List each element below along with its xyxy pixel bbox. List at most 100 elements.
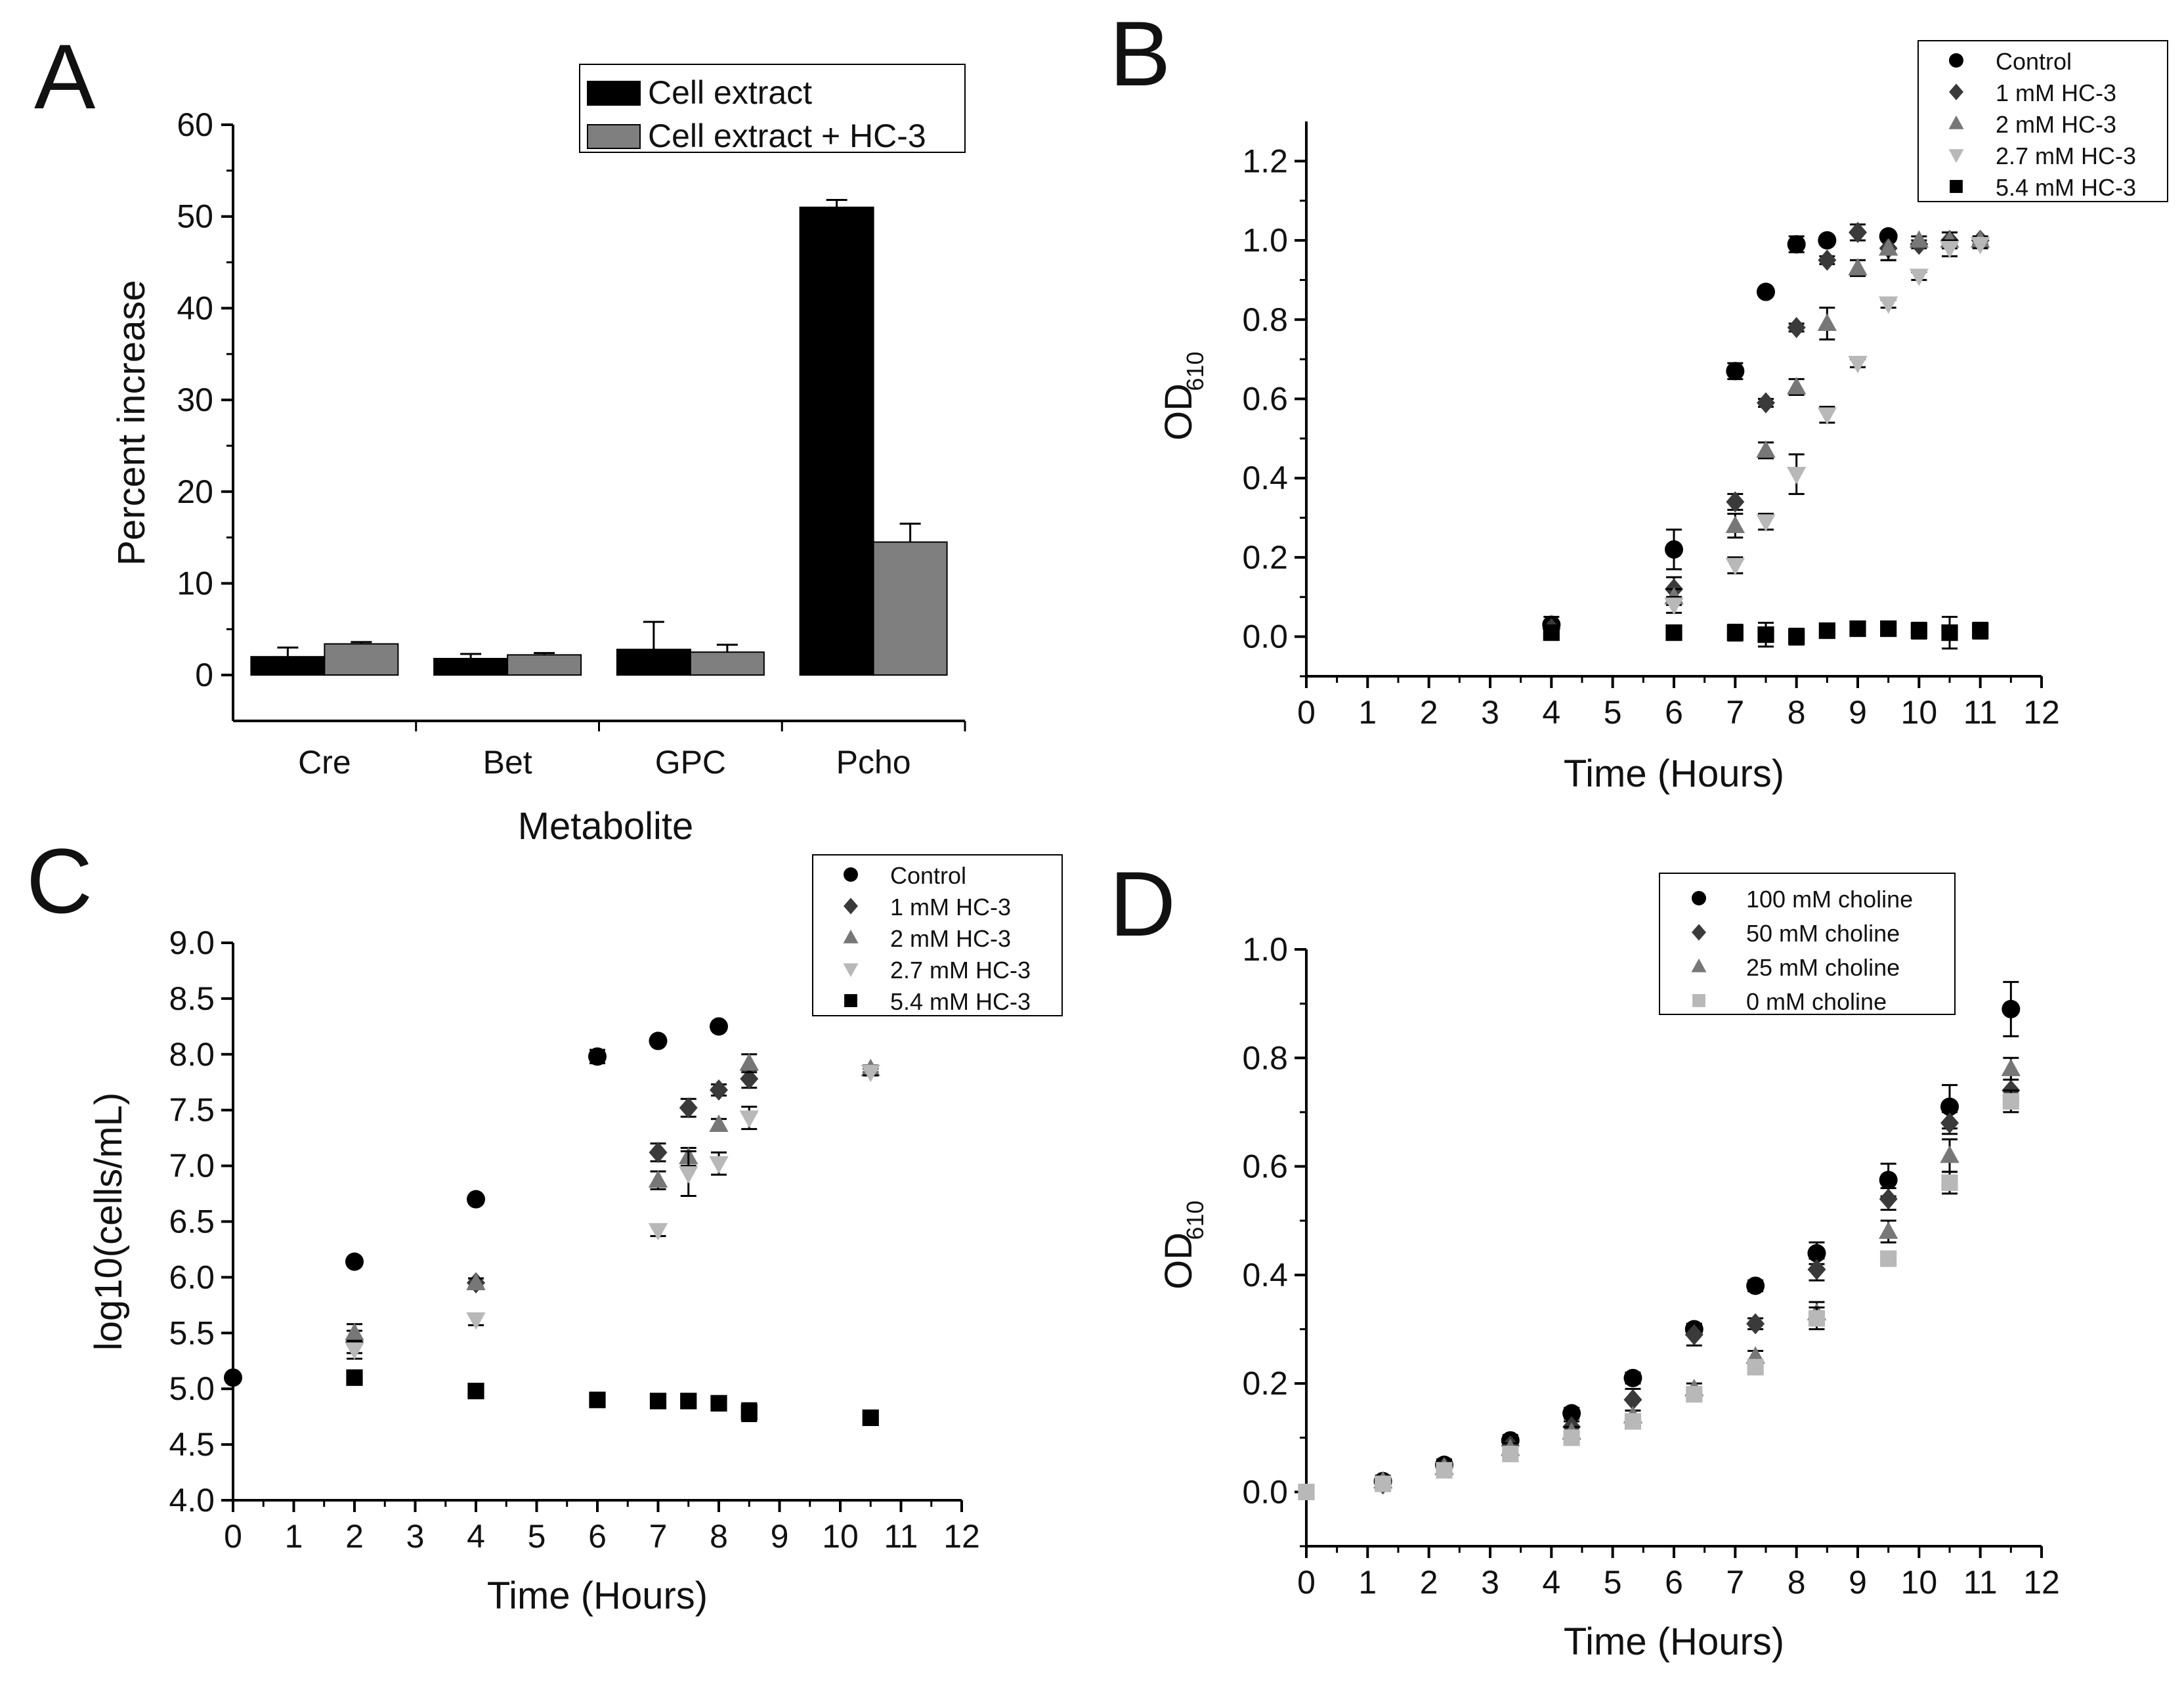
panel-c-series-3	[345, 1064, 880, 1360]
panel-d-point-1-7	[1807, 1259, 1826, 1280]
panel-d-xtick-label-1: 1	[1358, 1564, 1377, 1601]
panel-d-point-2-8	[1878, 1221, 1898, 1239]
panel-b-point-2-6	[1878, 238, 1898, 256]
panel-b-point-3-2	[1756, 514, 1776, 532]
panel-b-point-0-1	[1665, 540, 1683, 559]
panel-d-y-axis-title-main: OD	[1157, 1232, 1200, 1289]
panel-c-point-3-4	[709, 1156, 729, 1174]
panel-c-xtick-label-3: 3	[406, 1518, 425, 1555]
panel-c-point-4-6	[740, 1404, 758, 1421]
panel-a-y-axis-title: Percent increase	[110, 280, 153, 565]
panel-b-legend-label-3: 2.7 mM HC-3	[1996, 142, 2136, 169]
panel-b-point-3-1	[1725, 557, 1745, 576]
panel-a-ytick-label-1: 10	[177, 565, 213, 601]
panel-b-legend-label-0: Control	[1996, 48, 2072, 75]
panel-b-point-4-8	[1910, 622, 1927, 639]
panel-b-xtick-label-3: 3	[1481, 694, 1499, 731]
panel-c-cell-count-chart: 0 1 2 3 4 5 6 7 8 9 10 11 124.04.55.05.56.06.57.07.5…	[87, 854, 1063, 1617]
panel-c-ytick-label-9: 8.5	[169, 980, 215, 1017]
panel-c-point-2-5	[739, 1052, 759, 1071]
panel-a-xtick-label-3: Pcho	[836, 744, 911, 781]
panel-a-bar-1-3	[872, 541, 948, 676]
panel-c-series-4	[346, 1369, 879, 1426]
panel-c-xtick-label-2: 2	[345, 1518, 364, 1555]
panel-c-point-0-4	[649, 1031, 668, 1051]
panel-b-point-4-9	[1941, 624, 1958, 641]
panel-b-y-axis-title-main: OD	[1157, 383, 1200, 441]
panel-b-xtick-label-1: 1	[1358, 694, 1377, 731]
panel-b-point-3-4	[1817, 407, 1837, 425]
panel-b-ytick-label-6: 1.2	[1242, 142, 1288, 179]
panel-c-legend-label-1: 1 mM HC-3	[890, 894, 1011, 921]
panel-c-x-axis-title: Time (Hours)	[487, 1574, 708, 1617]
panel-d-point-3-6	[1686, 1386, 1703, 1403]
panel-a-xtick-label-2: GPC	[655, 744, 726, 781]
panel-a-xtick-label-1: Bet	[483, 744, 532, 781]
panel-c-point-2-0	[345, 1322, 364, 1341]
panel-c-ytick-label-7: 7.5	[169, 1092, 215, 1129]
panel-b-legend-label-2: 2 mM HC-3	[1996, 111, 2116, 138]
panel-a-ytick-label-0: 0	[195, 657, 213, 693]
panel-b-x-axis-title: Time (Hours)	[1564, 752, 1784, 795]
panel-b-ytick-label-0: 0.0	[1242, 618, 1288, 655]
panel-b-point-4-4	[1788, 628, 1805, 645]
panel-c-ytick-label-6: 7.0	[169, 1148, 215, 1184]
panel-a-ytick-label-2: 20	[177, 473, 213, 510]
panel-b-legend-marker-4	[1950, 180, 1963, 193]
panel-c-legend-marker-4	[844, 994, 857, 1007]
panel-d-point-0-6	[1746, 1276, 1765, 1295]
panel-d-point-1-8	[1879, 1188, 1898, 1210]
panel-a-bar-0-0	[250, 656, 326, 676]
panel-b-xtick-label-7: 7	[1726, 694, 1744, 731]
panel-b-point-4-1	[1665, 624, 1682, 641]
panel-d-legend-label-2: 25 mM choline	[1746, 954, 1900, 981]
panel-a-bar-1-2	[689, 651, 765, 676]
panel-b-point-1-4	[1787, 316, 1806, 338]
panel-b-point-2-4	[1817, 313, 1837, 332]
panel-b-point-3-0	[1664, 597, 1684, 615]
panel-d-legend-label-3: 0 mM choline	[1746, 988, 1887, 1015]
panel-c-point-0-1	[345, 1252, 364, 1271]
panel-c-legend-marker-2	[843, 929, 859, 943]
panel-d-x-axis-title: Time (Hours)	[1564, 1620, 1784, 1663]
panel-d-ytick-label-3: 0.6	[1242, 1148, 1288, 1185]
panel-a-legend-box	[579, 64, 966, 153]
panel-b-legend-marker-1	[1949, 83, 1963, 100]
panel-c-y-axis-title: log10(cells/mL)	[87, 1093, 130, 1351]
panel-d-ytick-label-1: 0.2	[1242, 1365, 1288, 1402]
panel-d-xtick-label-7: 7	[1726, 1564, 1744, 1601]
panel-b-legend-label-4: 5.4 mM HC-3	[1996, 174, 2136, 201]
panel-c-point-2-4	[709, 1114, 729, 1132]
panel-c-point-0-0	[224, 1368, 242, 1387]
panel-c-ytick-label-5: 6.5	[169, 1203, 215, 1240]
panel-c-point-4-0	[346, 1369, 363, 1386]
panel-b-ytick-label-3: 0.6	[1242, 381, 1288, 418]
panel-d-point-0-10	[2002, 999, 2021, 1018]
panel-c-point-2-2	[648, 1170, 668, 1188]
panel-c-point-1-4	[710, 1079, 728, 1101]
panel-d-legend-box	[1659, 873, 1956, 1015]
panel-d-point-3-2	[1436, 1462, 1453, 1479]
panel-c-xtick-label-9: 9	[771, 1518, 789, 1555]
panel-b-point-1-5	[1818, 249, 1837, 271]
panel-c-legend-label-2: 2 mM HC-3	[890, 925, 1011, 952]
panel-b-legend-marker-2	[1948, 115, 1964, 129]
panel-b-point-2-3	[1786, 376, 1807, 395]
panel-d-point-3-3	[1502, 1445, 1519, 1463]
panel-c-ytick-label-0: 4.0	[169, 1482, 215, 1519]
panel-c-ytick-label-10: 9.0	[169, 924, 215, 961]
panel-d-xtick-label-3: 3	[1481, 1564, 1499, 1601]
panel-d-point-1-9	[1940, 1112, 1959, 1134]
panel-a-bar-1-1	[507, 654, 582, 676]
panel-d-xtick-label-11: 11	[1963, 1564, 1998, 1601]
panel-b-xtick-label-9: 9	[1849, 694, 1867, 731]
panel-d-legend-marker-0	[1692, 891, 1706, 905]
panel-b-point-2-2	[1756, 440, 1776, 458]
panel-b-legend-box	[1917, 40, 2168, 202]
panel-c-xtick-label-6: 6	[588, 1518, 607, 1555]
panel-b-point-4-3	[1757, 626, 1774, 643]
panel-d-legend-marker-3	[1692, 994, 1705, 1007]
